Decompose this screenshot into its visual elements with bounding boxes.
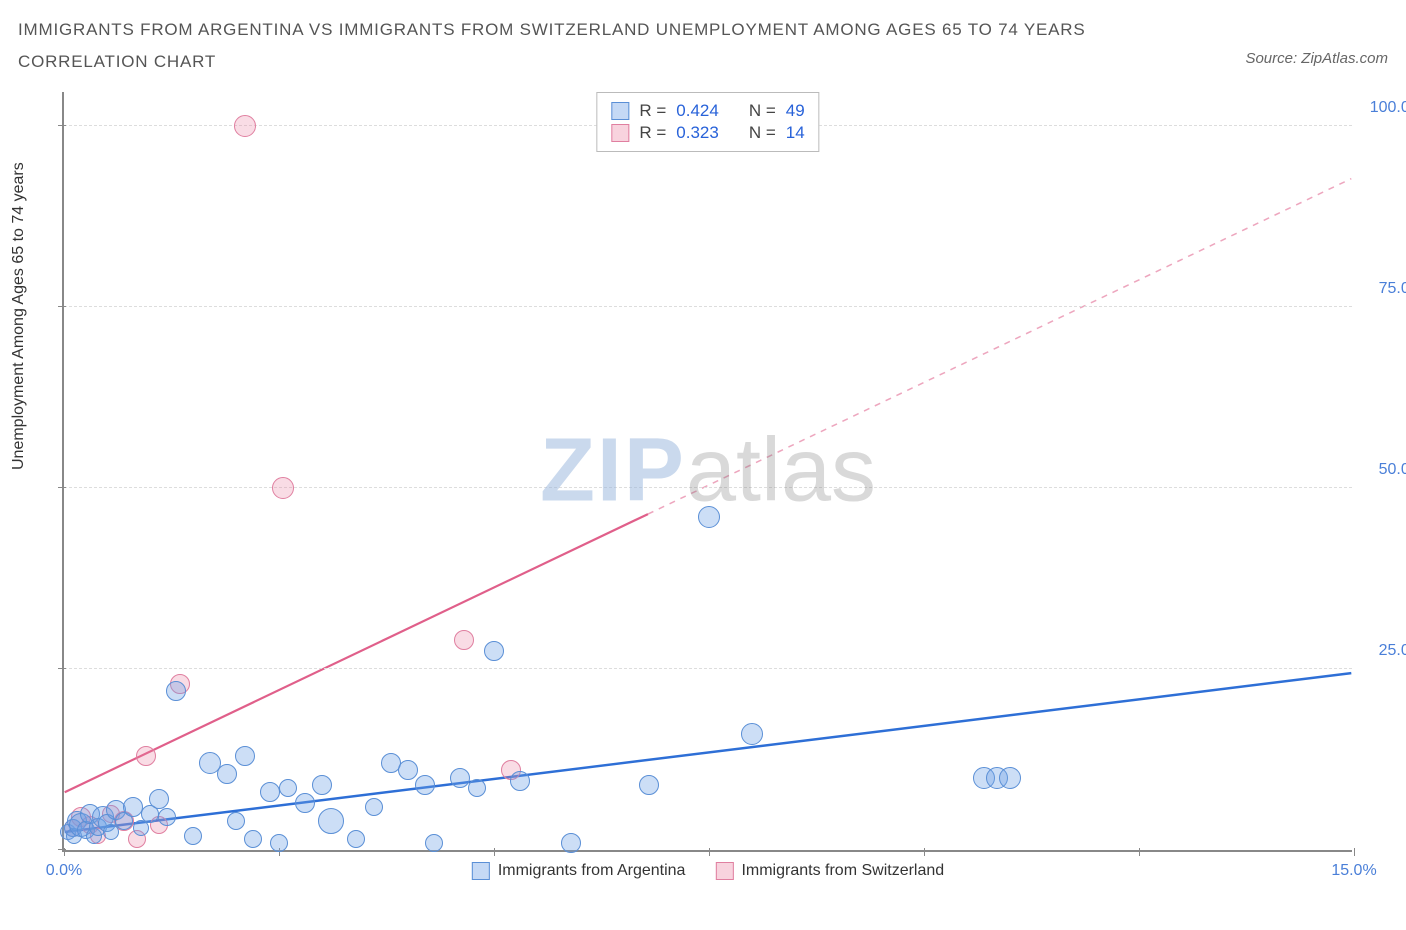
data-point-argentina[interactable] xyxy=(279,779,297,797)
swatch-argentina xyxy=(611,102,629,120)
r-label: R = xyxy=(639,123,666,143)
data-point-argentina[interactable] xyxy=(365,798,383,816)
chart-header: IMMIGRANTS FROM ARGENTINA VS IMMIGRANTS … xyxy=(18,14,1206,79)
n-label: N = xyxy=(749,101,776,121)
x-tick xyxy=(924,848,925,856)
data-point-argentina[interactable] xyxy=(484,641,504,661)
swatch-switzerland xyxy=(715,862,733,880)
data-point-argentina[interactable] xyxy=(312,775,332,795)
scatter-plot: ZIPatlas R = 0.424 N = 49 R = 0.323 N = … xyxy=(62,92,1352,852)
data-point-argentina[interactable] xyxy=(347,830,365,848)
x-tick-label: 15.0% xyxy=(1331,862,1376,880)
data-point-argentina[interactable] xyxy=(149,789,169,809)
data-point-argentina[interactable] xyxy=(260,782,280,802)
x-tick xyxy=(1139,848,1140,856)
data-point-argentina[interactable] xyxy=(698,506,720,528)
legend-item-argentina: Immigrants from Argentina xyxy=(472,862,686,880)
r-label: R = xyxy=(639,101,666,121)
y-tick xyxy=(58,306,66,307)
data-point-switzerland[interactable] xyxy=(272,477,294,499)
data-point-switzerland[interactable] xyxy=(234,115,256,137)
y-tick-label: 50.0% xyxy=(1379,461,1406,479)
trend-lines xyxy=(64,92,1352,850)
x-tick xyxy=(64,848,65,856)
data-point-argentina[interactable] xyxy=(450,768,470,788)
gridline xyxy=(64,306,1352,307)
data-point-argentina[interactable] xyxy=(123,797,143,817)
data-point-argentina[interactable] xyxy=(639,775,659,795)
title-line-2: CORRELATION CHART xyxy=(18,46,1206,78)
watermark-zip: ZIP xyxy=(540,421,686,521)
data-point-switzerland[interactable] xyxy=(136,746,156,766)
data-point-argentina[interactable] xyxy=(398,760,418,780)
data-point-argentina[interactable] xyxy=(415,775,435,795)
data-point-argentina[interactable] xyxy=(158,808,176,826)
data-point-argentina[interactable] xyxy=(227,812,245,830)
y-tick xyxy=(58,487,66,488)
data-point-argentina[interactable] xyxy=(468,779,486,797)
data-point-argentina[interactable] xyxy=(741,723,763,745)
n-value: 14 xyxy=(786,123,805,143)
y-tick xyxy=(58,668,66,669)
data-point-argentina[interactable] xyxy=(270,834,288,852)
n-label: N = xyxy=(749,123,776,143)
data-point-argentina[interactable] xyxy=(425,834,443,852)
source-attribution: Source: ZipAtlas.com xyxy=(1245,50,1388,67)
series-legend: Immigrants from Argentina Immigrants fro… xyxy=(472,862,944,880)
y-tick xyxy=(58,125,66,126)
swatch-switzerland xyxy=(611,124,629,142)
data-point-argentina[interactable] xyxy=(318,808,344,834)
gridline xyxy=(64,487,1352,488)
n-value: 49 xyxy=(786,101,805,121)
data-point-argentina[interactable] xyxy=(133,820,149,836)
data-point-argentina[interactable] xyxy=(999,767,1021,789)
legend-label: Immigrants from Argentina xyxy=(498,862,686,880)
x-tick xyxy=(709,848,710,856)
legend-item-switzerland: Immigrants from Switzerland xyxy=(715,862,944,880)
legend-label: Immigrants from Switzerland xyxy=(741,862,944,880)
x-tick xyxy=(494,848,495,856)
trend-line-switzerland-extrapolated xyxy=(648,179,1351,514)
data-point-argentina[interactable] xyxy=(561,833,581,853)
data-point-switzerland[interactable] xyxy=(454,630,474,650)
data-point-argentina[interactable] xyxy=(244,830,262,848)
r-value: 0.323 xyxy=(676,123,719,143)
title-line-1: IMMIGRANTS FROM ARGENTINA VS IMMIGRANTS … xyxy=(18,14,1206,46)
trend-line-argentina xyxy=(65,673,1352,832)
r-value: 0.424 xyxy=(676,101,719,121)
data-point-argentina[interactable] xyxy=(217,764,237,784)
data-point-argentina[interactable] xyxy=(295,793,315,813)
data-point-argentina[interactable] xyxy=(166,681,186,701)
watermark-atlas: atlas xyxy=(686,421,876,521)
y-axis-label: Unemployment Among Ages 65 to 74 years xyxy=(10,162,28,470)
legend-row-switzerland: R = 0.323 N = 14 xyxy=(611,123,804,143)
data-point-argentina[interactable] xyxy=(510,771,530,791)
data-point-argentina[interactable] xyxy=(235,746,255,766)
gridline xyxy=(64,668,1352,669)
y-tick-label: 25.0% xyxy=(1379,642,1406,660)
legend-row-argentina: R = 0.424 N = 49 xyxy=(611,101,804,121)
swatch-argentina xyxy=(472,862,490,880)
y-tick-label: 75.0% xyxy=(1379,280,1406,298)
y-tick-label: 100.0% xyxy=(1370,99,1406,117)
data-point-argentina[interactable] xyxy=(184,827,202,845)
correlation-legend: R = 0.424 N = 49 R = 0.323 N = 14 xyxy=(596,92,819,152)
x-tick xyxy=(1354,848,1355,856)
x-tick-label: 0.0% xyxy=(46,862,82,880)
